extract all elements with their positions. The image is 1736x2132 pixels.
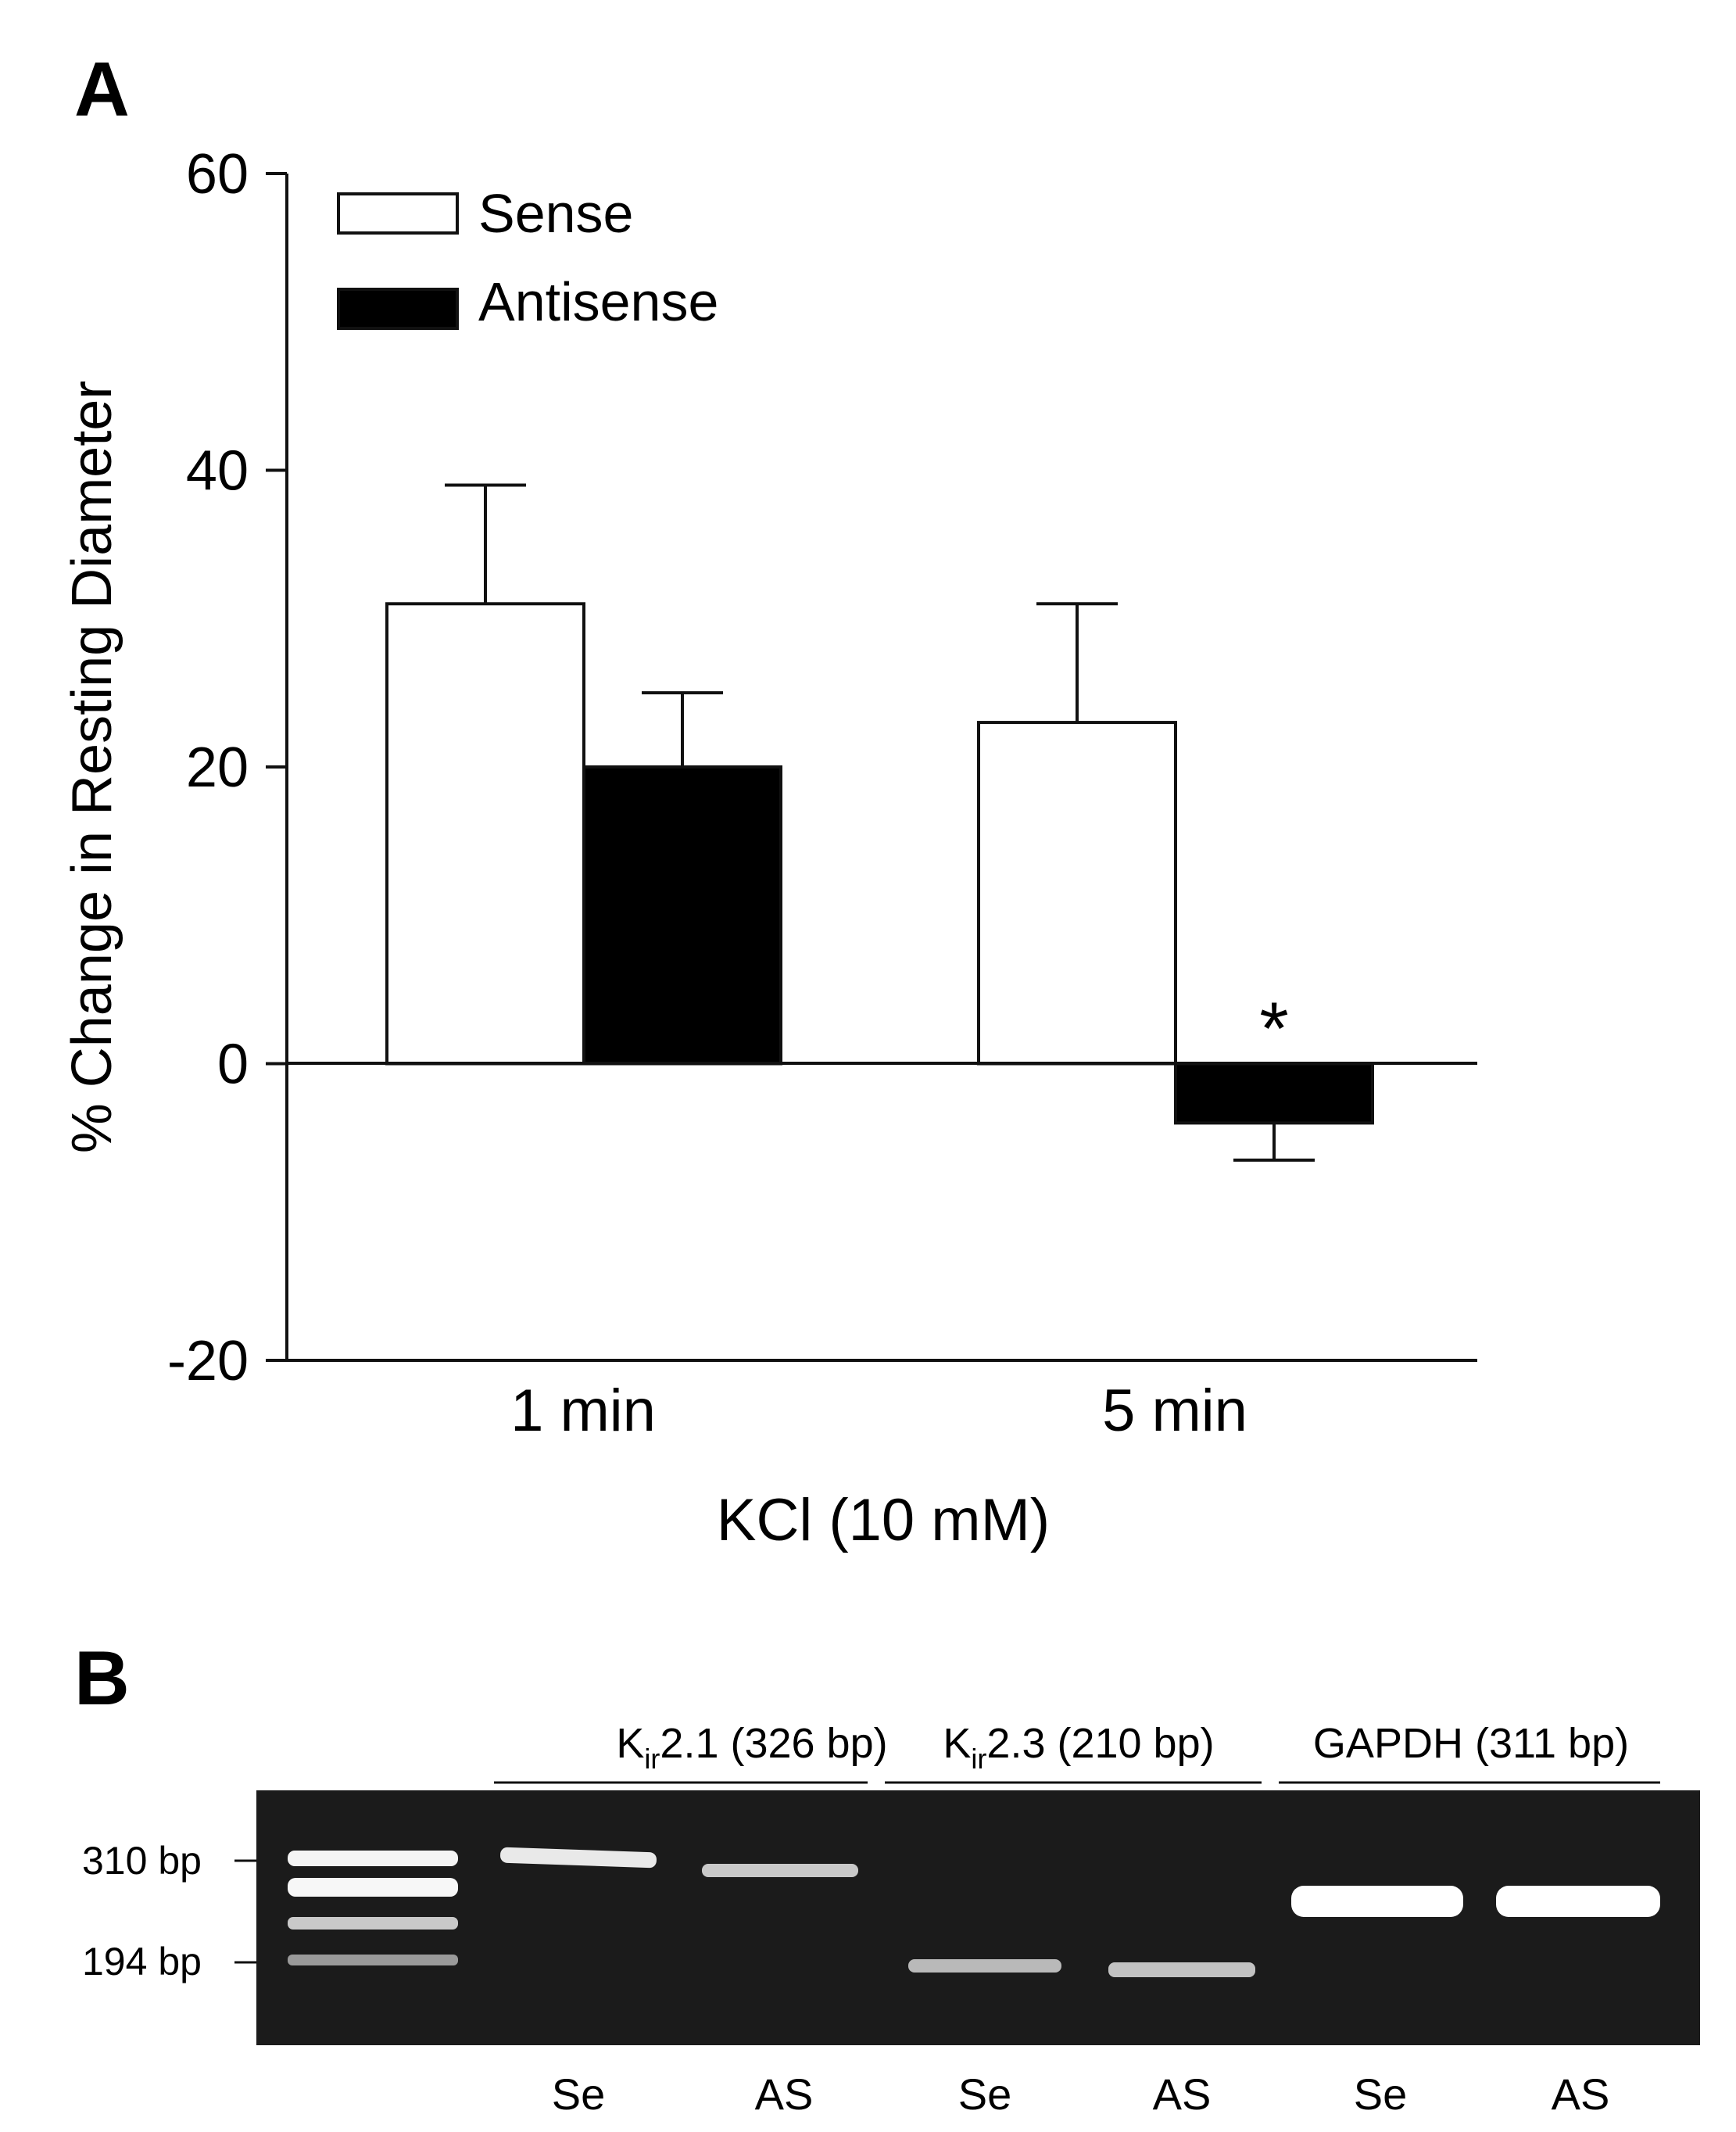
y-tick-label: 60 [186,143,249,206]
gel-marker-310: 310 bp [82,1839,202,1883]
gel-panel: Kir2.1 (326 bp) Kir2.3 (210 bp) GAPDH (3… [82,1720,1700,2119]
ladder-band [288,1955,458,1965]
y-axis-label: % Change in Resting Diameter [61,381,123,1154]
y-ticks-layer: -20 0 20 40 60 [167,143,287,1392]
legend-swatch-sense [337,192,459,235]
bars-layer: 1 min 5 min [385,602,1374,1444]
lane-label: AS [755,2069,814,2119]
y-tick-label: -20 [167,1330,249,1392]
legend-label-antisense: Antisense [478,271,718,332]
band-kir23-se [908,1959,1061,1973]
ladder-band [288,1917,458,1930]
lane-label: Se [552,2069,606,2119]
band-gapdh-se [1291,1886,1463,1917]
bar-antisense-0 [582,765,782,1066]
y-tick-label: 20 [186,736,249,799]
legend-swatch-antisense [337,288,459,330]
y-tick-label: 0 [217,1034,249,1096]
ladder-band [288,1878,458,1897]
lane-label: Se [1354,2069,1408,2119]
bar-chart: 1 min 5 min -20 0 20 40 60 * % Change in Rest… [61,143,1477,1553]
gel-group-headers: Kir2.1 (326 bp) Kir2.3 (210 bp) GAPDH (3… [494,1720,1660,1784]
gel-bands [288,1847,1660,1977]
annotations-layer: * [1259,987,1288,1071]
y-tick-label: 40 [186,440,249,503]
bar-sense-0 [385,602,585,1066]
bar-sense-1 [977,721,1177,1066]
gel-lane-labels: Se AS Se AS Se AS [552,2069,1610,2119]
x-axis-label: KCl (10 mM) [717,1487,1050,1553]
band-kir23-as [1108,1962,1255,1977]
legend-label-sense: Sense [478,183,633,244]
error-bars-layer [445,483,1315,1162]
band-kir21-as [702,1864,858,1877]
band-gapdh-as [1496,1886,1660,1917]
panel-b-label: B [74,1635,130,1721]
band-kir21-se [500,1847,657,1869]
gel-marker-194: 194 bp [82,1940,202,1983]
significance-asterisk: * [1259,987,1288,1071]
lane-label: AS [1153,2069,1212,2119]
ladder-band [288,1851,458,1866]
x-tick-label: 5 min [1102,1378,1247,1444]
panel-a-label: A [74,46,130,132]
gel-group-label-kir21: Kir2.1 (326 bp) [616,1720,887,1775]
lane-label: AS [1552,2069,1610,2119]
legend: Sense Antisense [337,183,718,332]
lane-label: Se [958,2069,1012,2119]
gel-image [256,1790,1700,2045]
x-tick-label: 1 min [510,1378,656,1444]
gel-group-label-gapdh: GAPDH (311 bp) [1313,1720,1629,1767]
bar-antisense-1 [1174,1062,1374,1125]
gel-group-label-kir23: Kir2.3 (210 bp) [943,1720,1214,1775]
